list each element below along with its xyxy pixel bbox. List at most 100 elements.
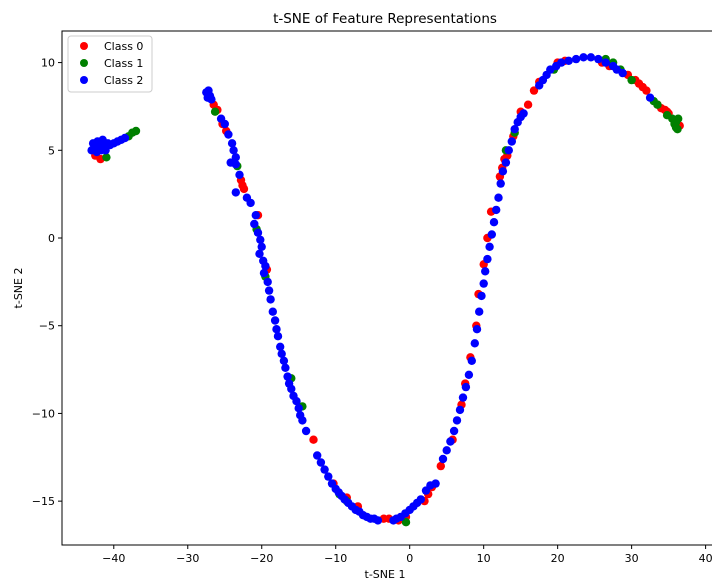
x-tick-label: 20 bbox=[551, 552, 565, 565]
data-point bbox=[313, 451, 322, 460]
data-point bbox=[594, 54, 603, 64]
legend-box bbox=[67, 35, 153, 93]
data-point bbox=[436, 461, 445, 471]
data-point bbox=[253, 228, 263, 237]
data-point bbox=[618, 68, 627, 78]
data-point bbox=[277, 349, 286, 358]
data-point bbox=[250, 219, 259, 229]
data-point bbox=[485, 242, 494, 251]
y-axis-label: t-SNE 2 bbox=[12, 268, 25, 309]
y-tick-label: −5 bbox=[39, 320, 55, 333]
data-point bbox=[264, 286, 274, 295]
chart-title: t-SNE of Feature Representations bbox=[273, 11, 497, 27]
data-point bbox=[373, 516, 383, 525]
data-point bbox=[523, 100, 533, 109]
data-point bbox=[510, 125, 519, 134]
data-point bbox=[324, 472, 333, 481]
data-point bbox=[452, 416, 462, 425]
data-point bbox=[273, 332, 283, 341]
data-point bbox=[279, 356, 289, 365]
data-point bbox=[210, 107, 220, 116]
data-point bbox=[479, 279, 488, 288]
data-point bbox=[483, 254, 492, 264]
data-point bbox=[461, 382, 471, 392]
data-point bbox=[449, 426, 459, 436]
data-point bbox=[494, 193, 503, 202]
data-point bbox=[673, 125, 682, 134]
legend-marker-class-2 bbox=[80, 76, 88, 84]
data-point bbox=[227, 139, 237, 148]
data-point bbox=[627, 75, 636, 85]
x-tick-label: 40 bbox=[699, 552, 712, 565]
data-point bbox=[416, 495, 425, 504]
x-tick-label: 30 bbox=[625, 552, 639, 565]
x-tick-label: −30 bbox=[176, 552, 199, 565]
data-point bbox=[642, 86, 651, 95]
data-point bbox=[477, 291, 486, 301]
data-point bbox=[246, 198, 255, 208]
data-point bbox=[475, 307, 484, 316]
series-class-0 bbox=[91, 56, 684, 525]
data-point bbox=[401, 518, 411, 527]
data-point bbox=[492, 205, 501, 215]
data-point bbox=[571, 54, 581, 64]
data-point bbox=[207, 95, 216, 104]
data-point bbox=[231, 153, 240, 162]
y-tick-label: 0 bbox=[48, 232, 55, 245]
plot-frame bbox=[61, 30, 712, 546]
data-point bbox=[294, 404, 303, 413]
data-point bbox=[261, 261, 270, 271]
data-point bbox=[431, 479, 440, 488]
data-point bbox=[487, 230, 496, 239]
data-point bbox=[231, 160, 240, 169]
data-point bbox=[455, 405, 465, 415]
data-point bbox=[251, 211, 260, 220]
data-point bbox=[645, 93, 655, 102]
data-point bbox=[259, 268, 269, 278]
data-point bbox=[467, 356, 476, 365]
legend-marker-class-0 bbox=[80, 42, 88, 50]
y-tick-label: −15 bbox=[32, 495, 55, 508]
data-point bbox=[309, 435, 318, 444]
data-point bbox=[268, 307, 277, 316]
data-point bbox=[231, 188, 240, 197]
data-point bbox=[120, 133, 130, 143]
data-point bbox=[224, 130, 233, 139]
data-point bbox=[653, 100, 662, 109]
data-point bbox=[266, 295, 275, 304]
data-point bbox=[229, 146, 238, 155]
data-point bbox=[276, 342, 285, 351]
data-point bbox=[239, 184, 249, 194]
x-tick-label: 0 bbox=[406, 552, 413, 565]
data-point bbox=[601, 58, 610, 67]
data-point bbox=[519, 109, 528, 118]
x-tick-label: 10 bbox=[477, 552, 491, 565]
x-tick-label: −20 bbox=[250, 552, 273, 565]
data-point bbox=[102, 153, 111, 162]
data-point bbox=[557, 58, 566, 67]
data-point bbox=[235, 170, 244, 179]
data-point bbox=[498, 167, 508, 176]
y-tick-label: −10 bbox=[32, 407, 55, 420]
series-class-1 bbox=[102, 54, 683, 527]
legend-label-class-1: Class 1 bbox=[104, 57, 143, 70]
legend-label-class-0: Class 0 bbox=[104, 40, 143, 53]
data-point bbox=[298, 416, 307, 425]
data-point bbox=[501, 158, 511, 167]
legend-marker-class-1 bbox=[80, 59, 88, 67]
data-point bbox=[470, 339, 479, 348]
data-point bbox=[272, 325, 281, 334]
data-point bbox=[204, 86, 213, 95]
data-point bbox=[464, 370, 474, 379]
legend-label-class-2: Class 2 bbox=[104, 74, 143, 87]
data-point bbox=[301, 426, 311, 436]
data-point bbox=[586, 53, 596, 62]
data-point bbox=[316, 458, 326, 467]
data-point bbox=[283, 372, 292, 381]
data-point bbox=[131, 126, 141, 136]
points-layer bbox=[87, 53, 684, 527]
data-point bbox=[270, 316, 280, 325]
data-point bbox=[220, 119, 229, 129]
data-point bbox=[504, 146, 513, 155]
